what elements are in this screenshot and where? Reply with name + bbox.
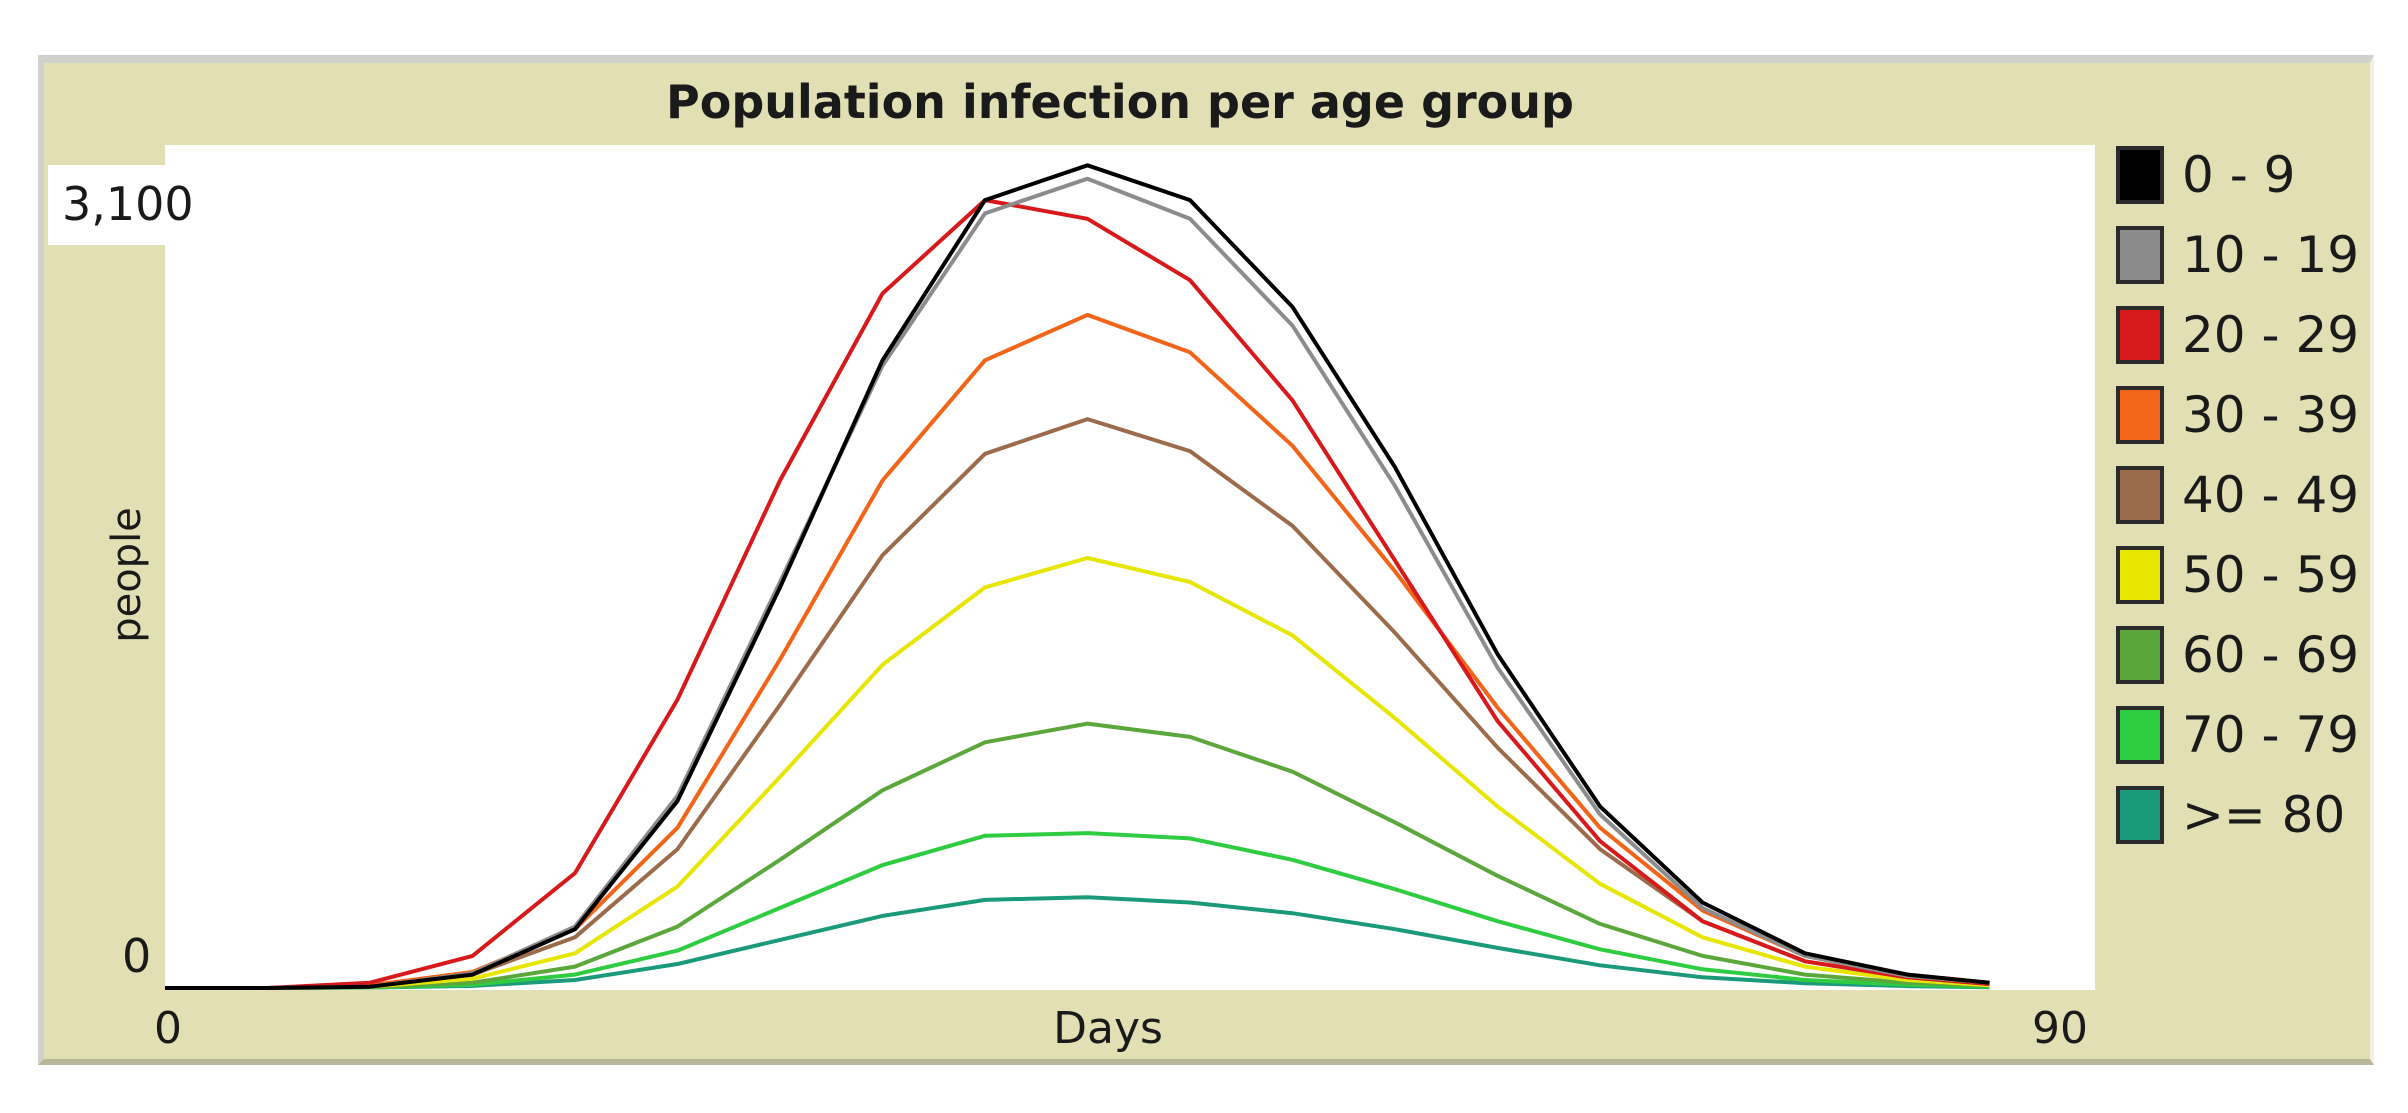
legend-swatch-0 — [2116, 146, 2164, 204]
legend-label-1: 10 - 19 — [2182, 226, 2359, 284]
legend-swatch-6 — [2116, 626, 2164, 684]
x-axis-label: Days — [1053, 1003, 1163, 1054]
y-max-label-box — [48, 165, 165, 245]
x-tick-min: 0 — [154, 1003, 182, 1054]
legend-swatch-1 — [2116, 226, 2164, 284]
series-line-6 — [165, 721, 1990, 990]
legend-label-8: >= 80 — [2182, 786, 2345, 844]
legend-label-4: 40 - 49 — [2182, 466, 2359, 524]
series-group — [165, 163, 1990, 990]
legend-label-6: 60 - 69 — [2182, 626, 2359, 684]
legend-swatch-7 — [2116, 706, 2164, 764]
legend-swatch-2 — [2116, 306, 2164, 364]
legend-label-5: 50 - 59 — [2182, 546, 2359, 604]
legend-label-2: 20 - 29 — [2182, 306, 2359, 364]
y-tick-max: 3,100 — [62, 177, 194, 231]
legend-label-0: 0 - 9 — [2182, 146, 2295, 204]
chart-title: Population infection per age group — [666, 75, 1574, 129]
series-line-0 — [165, 163, 1990, 990]
legend-label-7: 70 - 79 — [2182, 706, 2359, 764]
y-axis-label: people — [104, 507, 150, 643]
y-tick-min: 0 — [122, 929, 151, 983]
series-line-7 — [165, 831, 1990, 990]
legend-swatch-5 — [2116, 546, 2164, 604]
legend: 0 - 9 10 - 19 20 - 29 30 - 39 40 - 49 50 - 59… — [2116, 146, 2359, 844]
series-line-2 — [165, 198, 1990, 990]
legend-swatch-3 — [2116, 386, 2164, 444]
legend-label-3: 30 - 39 — [2182, 386, 2359, 444]
x-tick-max: 90 — [2032, 1003, 2088, 1054]
legend-swatch-8 — [2116, 786, 2164, 844]
series-line-5 — [165, 556, 1990, 990]
legend-swatch-4 — [2116, 466, 2164, 524]
